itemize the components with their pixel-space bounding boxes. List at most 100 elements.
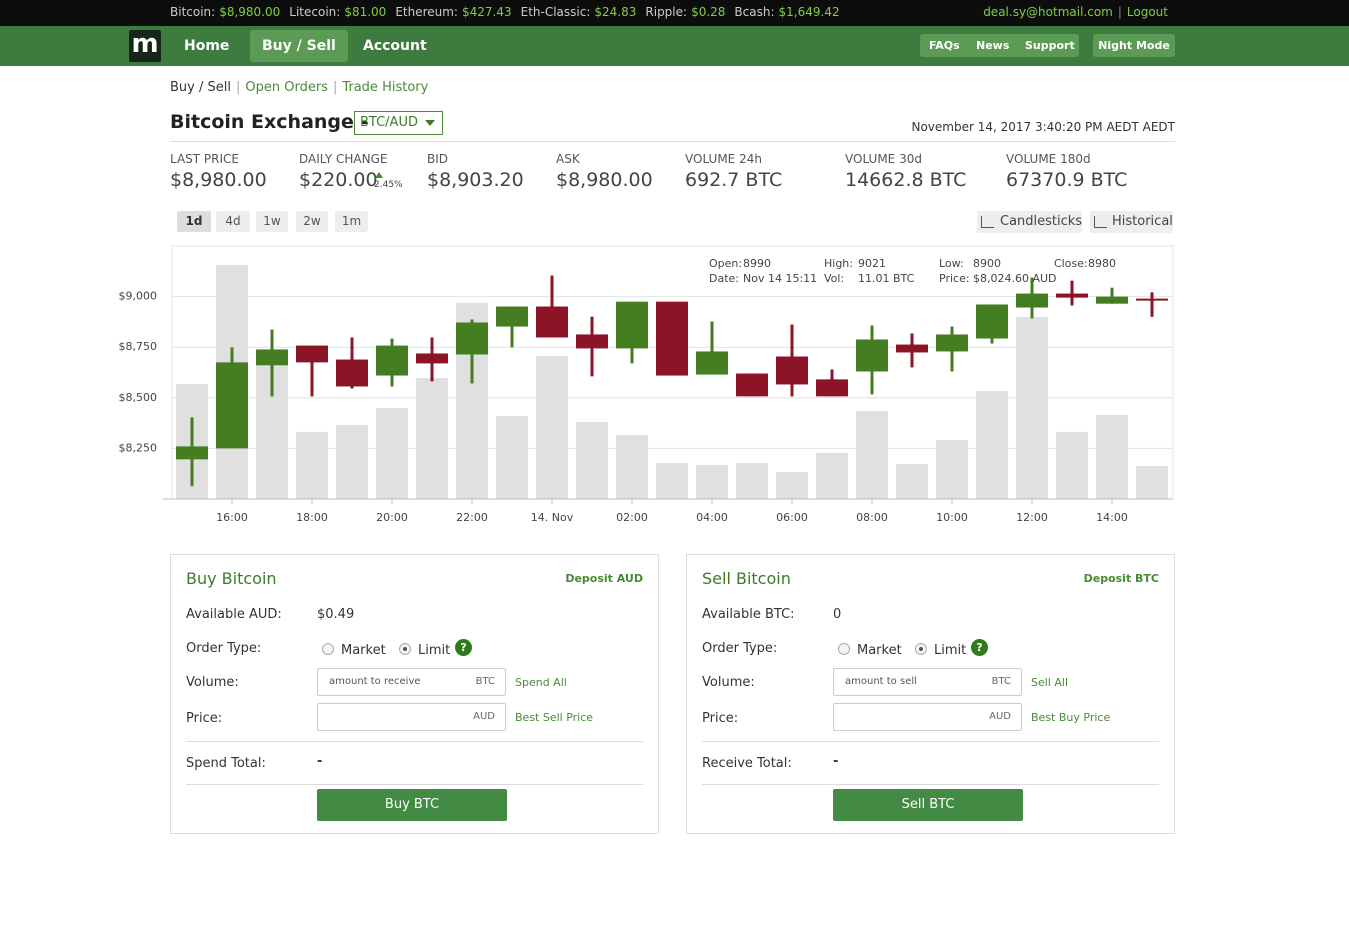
- input-action[interactable]: Best Sell Price: [515, 711, 594, 724]
- field-label: Volume:: [186, 675, 239, 690]
- view-label: Historical: [1112, 214, 1173, 229]
- x-tick-label: 08:00: [856, 511, 888, 524]
- help-icon[interactable]: ?: [455, 639, 472, 656]
- volume-bar: [616, 434, 648, 499]
- range-button[interactable]: 4d: [216, 211, 250, 232]
- text-input[interactable]: amount to sell BTC: [833, 668, 1022, 696]
- total-value: -: [833, 754, 839, 769]
- total-value: -: [317, 754, 323, 769]
- input-action[interactable]: Best Buy Price: [1031, 711, 1111, 724]
- deposit-link[interactable]: Deposit AUD: [565, 572, 643, 585]
- tooltip-value: 8990: [743, 257, 771, 270]
- view-button[interactable]: Historical: [1090, 211, 1173, 233]
- field-label: Price:: [702, 711, 739, 726]
- candle-body: [576, 334, 608, 349]
- user-links: deal.sy@hotmail.com | Logout: [983, 5, 1168, 19]
- placeholder: amount to sell: [845, 676, 917, 687]
- nav-link[interactable]: Home: [184, 38, 230, 54]
- tooltip-label: High:: [824, 257, 853, 270]
- logout-link[interactable]: Logout: [1126, 5, 1168, 19]
- range-button[interactable]: 1d: [177, 211, 211, 232]
- volume-bar: [696, 464, 728, 499]
- night-mode-button[interactable]: Night Mode: [1093, 34, 1175, 57]
- candle-body: [616, 301, 648, 349]
- candle-body: [336, 359, 368, 387]
- tooltip-value: $8,024.60 AUD: [973, 272, 1057, 285]
- deposit-link[interactable]: Deposit BTC: [1083, 572, 1159, 585]
- volume-bar: [1096, 414, 1128, 499]
- candle-wick: [510, 306, 514, 348]
- nav-link[interactable]: Buy / Sell: [250, 30, 348, 62]
- radio-label: Market: [341, 643, 386, 658]
- input-action[interactable]: Sell All: [1031, 676, 1068, 689]
- radio[interactable]: [399, 643, 411, 655]
- range-button[interactable]: 2w: [296, 211, 328, 232]
- text-input[interactable]: AUD: [317, 703, 506, 731]
- candle-body: [256, 349, 288, 366]
- nav-bar: m Home Buy / Sell Account FAQs News Support Nig…: [0, 26, 1349, 66]
- pair-select[interactable]: BTC/AUD: [354, 111, 443, 135]
- separator: |: [332, 80, 338, 95]
- panel-title: Buy Bitcoin: [186, 569, 277, 588]
- radio-dot: [919, 647, 923, 651]
- candle-wick: [1110, 287, 1114, 304]
- stat-value: 692.7 BTC: [685, 169, 783, 191]
- datetime: November 14, 2017 3:40:20 PM AEDT AEDT: [911, 120, 1175, 134]
- candle-wick: [1150, 292, 1154, 317]
- nav-link[interactable]: News: [976, 39, 1010, 52]
- breadcrumb-link[interactable]: Open Orders: [245, 80, 328, 95]
- view-button[interactable]: Candlesticks: [977, 211, 1082, 233]
- ticker-price: $427.43: [461, 5, 512, 19]
- range-button[interactable]: 1m: [335, 211, 368, 232]
- input-action[interactable]: Spend All: [515, 676, 567, 689]
- stat-change: 2.45%: [374, 180, 403, 190]
- candle-body: [216, 362, 248, 449]
- text-input[interactable]: AUD: [833, 703, 1022, 731]
- stat-label: BID: [427, 152, 449, 166]
- field-label: Volume:: [702, 675, 755, 690]
- input-unit: BTC: [475, 676, 495, 687]
- tooltip-value: 8900: [973, 257, 1001, 270]
- order-panel: Sell Bitcoin Deposit BTC Available BTC: Ord…: [686, 554, 1175, 834]
- text-input[interactable]: amount to receive BTC: [317, 668, 506, 696]
- divider: [186, 741, 643, 742]
- candle-body: [936, 334, 968, 352]
- nav-link[interactable]: FAQs: [929, 39, 960, 52]
- volume-bar: [776, 472, 808, 499]
- volume-bar: [896, 463, 928, 499]
- stat-value: $8,980.00: [556, 169, 653, 191]
- logo[interactable]: m: [129, 30, 161, 62]
- breadcrumb-link[interactable]: Trade History: [342, 80, 429, 95]
- input-unit: AUD: [473, 711, 495, 722]
- volume-bar: [1016, 316, 1048, 499]
- submit-button[interactable]: Buy BTC: [317, 789, 507, 821]
- radio[interactable]: [838, 643, 850, 655]
- ticker-price: $0.28: [691, 5, 726, 19]
- volume-bar: [536, 355, 568, 499]
- ticker-price: $81.00: [344, 5, 387, 19]
- x-tick-label: 16:00: [216, 511, 248, 524]
- range-button[interactable]: 1w: [256, 211, 288, 232]
- nav-link[interactable]: Support: [1025, 39, 1075, 52]
- tooltip-value: Nov 14 15:11: [743, 272, 817, 285]
- help-icon[interactable]: ?: [971, 639, 988, 656]
- tooltip-value: 8980: [1088, 257, 1116, 270]
- x-tick-label: 22:00: [456, 511, 488, 524]
- candle-body: [896, 344, 928, 353]
- tooltip-label: Open:: [709, 257, 742, 270]
- radio[interactable]: [322, 643, 334, 655]
- x-tick-label: 10:00: [936, 511, 968, 524]
- user-email[interactable]: deal.sy@hotmail.com: [983, 5, 1113, 19]
- order-panel: Buy Bitcoin Deposit AUD Available AUD: Orde…: [170, 554, 659, 834]
- submit-button[interactable]: Sell BTC: [833, 789, 1023, 821]
- dropdown-arrow: [425, 120, 435, 126]
- volume-bar: [736, 463, 768, 499]
- volume-bar: [856, 410, 888, 499]
- nav-link[interactable]: Account: [363, 38, 427, 54]
- input-unit: BTC: [991, 676, 1011, 687]
- ticker-name: Ethereum:: [395, 5, 458, 19]
- volume-bar: [576, 422, 608, 499]
- divider: [186, 784, 643, 785]
- radio[interactable]: [915, 643, 927, 655]
